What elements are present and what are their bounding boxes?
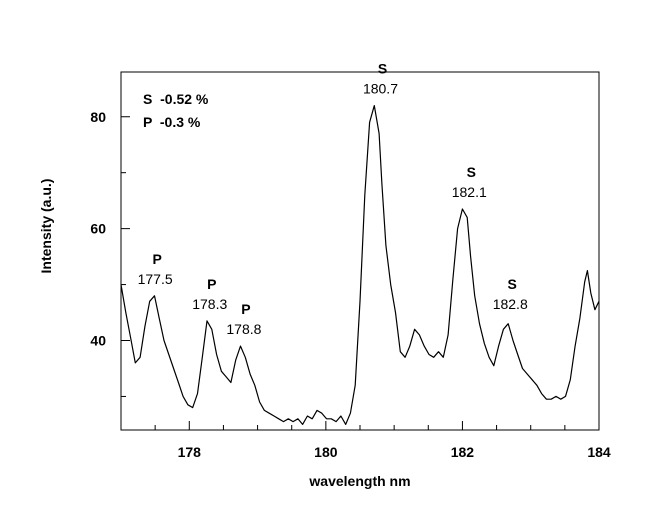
series-layer [120, 104, 600, 425]
peak-element-label: S [467, 164, 476, 180]
x-axis-title: wavelength nm [308, 473, 410, 489]
peak-wavelength-label: 182.1 [452, 184, 487, 200]
spectrum-line [120, 104, 600, 425]
peak-wavelength-label: 178.3 [192, 296, 227, 312]
note-sulfur: S -0.52 % [143, 91, 209, 107]
peak-wavelength-label: 182.8 [493, 296, 528, 312]
peak-element-label: P [241, 301, 250, 317]
x-tick-label: 182 [451, 444, 475, 460]
peak-wavelength-label: 178.8 [226, 321, 261, 337]
peak-element-label: S [378, 61, 387, 77]
x-tick-label: 184 [587, 444, 611, 460]
x-tick-label: 178 [178, 444, 202, 460]
y-axis-title: Intensity (a.u.) [38, 179, 54, 274]
peak-wavelength-label: 180.7 [363, 81, 398, 97]
peak-annotations: P 177.5 P 178.3 P 178.8 S 180.7 S 182.1 S 182.8 [138, 61, 528, 338]
peak-element-label: P [207, 276, 216, 292]
axis-ticks [120, 116, 600, 430]
axis-tick-labels: 178 180 182 184 40 60 80 [90, 109, 610, 460]
peak-element-label: S [508, 276, 517, 292]
x-tick-label: 180 [314, 444, 338, 460]
y-tick-label: 80 [90, 109, 106, 125]
y-tick-label: 60 [90, 221, 106, 237]
note-phosphorus: P -0.3 % [143, 114, 201, 130]
peak-element-label: P [152, 251, 161, 267]
peak-wavelength-label: 177.5 [138, 271, 173, 287]
y-tick-label: 40 [90, 333, 106, 349]
